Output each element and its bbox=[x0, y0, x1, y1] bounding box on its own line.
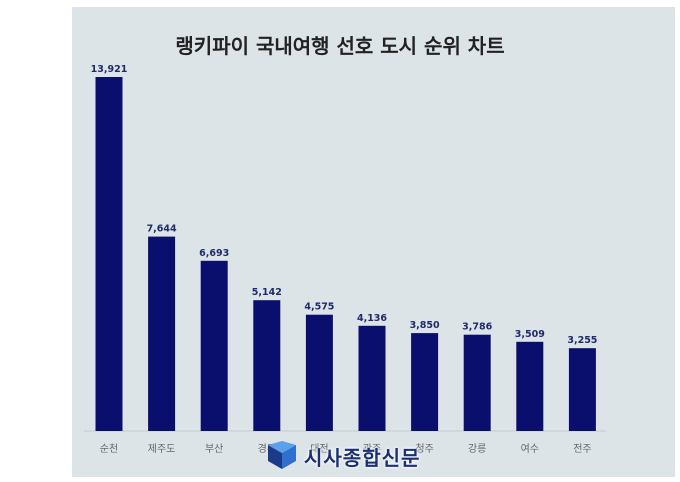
value-label-2: 6,693 bbox=[199, 248, 229, 259]
value-label-5: 4,136 bbox=[357, 313, 387, 324]
x-tick-label-7: 강릉 bbox=[468, 443, 486, 455]
x-tick-label-1: 제주도 bbox=[148, 443, 176, 455]
watermark-text: 시사종합신문 bbox=[304, 445, 421, 470]
value-label-0: 13,921 bbox=[91, 64, 128, 75]
bars-group bbox=[95, 77, 596, 431]
chart-title: 랭키파이 국내여행 선호 도시 순위 차트 bbox=[175, 34, 505, 58]
bar-2 bbox=[200, 260, 228, 431]
value-label-3: 5,142 bbox=[252, 287, 282, 298]
x-tick-label-9: 전주 bbox=[573, 443, 591, 455]
bar-9 bbox=[568, 348, 596, 431]
bar-3 bbox=[253, 300, 281, 431]
newspaper-logo-icon bbox=[268, 441, 296, 469]
value-label-6: 3,850 bbox=[410, 320, 440, 331]
bar-6 bbox=[411, 333, 439, 431]
x-tick-label-6: 청주 bbox=[415, 443, 433, 455]
bar-8 bbox=[516, 341, 544, 431]
x-tick-label-2: 부산 bbox=[205, 443, 223, 455]
bar-7 bbox=[463, 334, 491, 431]
bar-0 bbox=[95, 77, 123, 431]
value-label-9: 3,255 bbox=[567, 335, 597, 346]
x-tick-labels-group: 순천 제주도 부산 경주 대전 광주 청주 강릉 여수 전주 bbox=[100, 442, 592, 455]
bar-4 bbox=[305, 314, 333, 431]
bar-1 bbox=[148, 236, 176, 431]
x-tick-label-5: 광주 bbox=[363, 443, 381, 455]
x-tick-label-8: 여수 bbox=[521, 443, 539, 455]
x-tick-label-0: 순천 bbox=[100, 443, 118, 455]
value-label-8: 3,509 bbox=[515, 329, 545, 340]
value-label-4: 4,575 bbox=[304, 302, 334, 313]
bar-5 bbox=[358, 325, 386, 431]
watermark: 시사종합신문 bbox=[266, 441, 420, 471]
value-label-7: 3,786 bbox=[462, 322, 492, 333]
value-labels-group: 13,921 7,644 6,693 5,142 4,575 4,136 3,850 3,78… bbox=[91, 64, 598, 346]
value-label-1: 7,644 bbox=[147, 224, 177, 235]
x-tick-label-4: 대전 bbox=[310, 443, 328, 455]
